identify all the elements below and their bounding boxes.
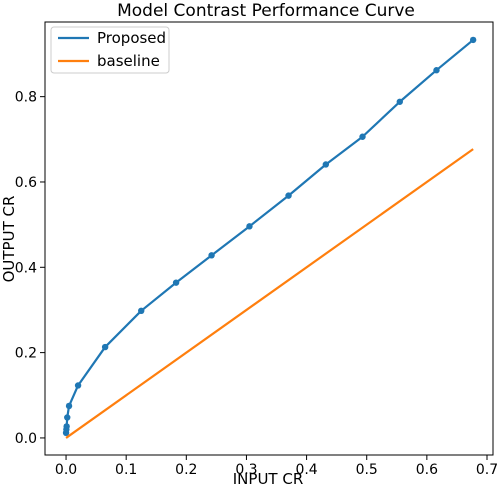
legend-label-baseline: baseline [97, 52, 160, 70]
data-point-proposed [285, 192, 292, 199]
y-tick-label: 0.4 [15, 260, 37, 276]
y-tick-label: 0.8 [15, 90, 37, 106]
x-tick-label: 0.3 [235, 462, 257, 478]
y-tick-label: 0.0 [15, 431, 37, 447]
x-tick-label: 0.6 [416, 462, 438, 478]
chart-title: Model Contrast Performance Curve [117, 1, 415, 21]
x-tick-label: 0.5 [356, 462, 378, 478]
data-point-proposed [246, 223, 253, 230]
data-point-proposed [396, 98, 403, 105]
series-line-proposed [64, 39, 474, 433]
x-tick-label: 0.0 [55, 462, 77, 478]
y-tick-label: 0.2 [15, 346, 37, 362]
data-point-proposed [359, 133, 366, 140]
data-point-proposed [74, 382, 82, 389]
data-point-proposed [65, 402, 73, 410]
data-point-proposed [63, 423, 70, 430]
x-axis-label: INPUT CR [233, 470, 304, 488]
axes-frame [44, 21, 494, 456]
data-point-proposed [322, 161, 330, 168]
data-point-proposed [64, 414, 71, 421]
data-point-proposed [469, 36, 477, 44]
data-point-proposed [433, 67, 440, 74]
data-point-proposed [208, 252, 215, 259]
data-point-proposed [138, 307, 145, 315]
data-point-proposed [101, 343, 109, 351]
legend: Proposed baseline [50, 26, 170, 74]
x-axis: 0.0 0.1 0.2 0.3 0.4 0.5 0.6 0.7 [55, 455, 498, 478]
x-tick-label: 0.7 [476, 462, 498, 478]
x-tick-label: 0.2 [175, 462, 197, 478]
series-line-baseline [65, 148, 474, 439]
y-axis-label: OUTPUT CR [0, 196, 18, 283]
y-axis: 0.0 0.2 0.4 0.6 0.8 [15, 90, 45, 447]
y-tick-label: 0.6 [15, 175, 37, 191]
x-tick-label: 0.4 [295, 462, 317, 478]
data-point-proposed [172, 279, 180, 286]
plot-area [62, 36, 477, 439]
x-tick-label: 0.1 [115, 462, 137, 478]
legend-label-proposed: Proposed [97, 29, 166, 47]
